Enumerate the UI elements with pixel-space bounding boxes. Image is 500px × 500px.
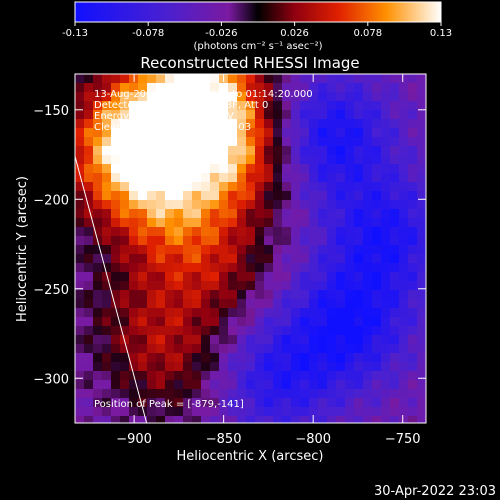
footer-timestamp: 30-Apr-2022 23:03 — [374, 484, 496, 499]
x-axis-label: Heliocentric X (arcsec) — [177, 449, 324, 464]
colorbar: -0.13 -0.078 -0.026 0.026 0.078 0.13 (photons… — [62, 1, 452, 52]
y-tick-label: −250 — [33, 283, 69, 298]
colorbar-tick-label: -0.078 — [132, 28, 164, 39]
colorbar-gradient — [75, 2, 441, 22]
colorbar-tick-label: -0.026 — [205, 28, 237, 39]
annotation-line: Clean Total counts: 9.77e+03 — [94, 122, 251, 133]
annotation-line: 13-Aug-2004 01:13:24.000 to 01:14:20.000 — [94, 89, 313, 100]
colorbar-unit-label: (photons cm⁻² s⁻¹ asec⁻²) — [193, 41, 322, 52]
colorbar-tick-label: 0.078 — [353, 28, 382, 39]
solar-limb-line — [75, 156, 148, 423]
x-tick-label: −800 — [295, 432, 331, 447]
annotation-line: Detectors: 3F 4F 5F 6F 7F 8F, Att 0 — [94, 100, 268, 111]
colorbar-tick-label: 0.026 — [280, 28, 309, 39]
peak-position-label: Position of Peak = [-879,-141] — [94, 399, 244, 410]
x-tick-label: −900 — [116, 432, 152, 447]
x-tick-label: −850 — [206, 432, 242, 447]
heatmap-image — [75, 74, 426, 423]
y-tick-label: −200 — [33, 193, 69, 208]
colorbar-tick-label: -0.13 — [62, 28, 88, 39]
plot-area: −900 −850 −800 −750 −150 −200 −250 −300 13-Aug-… — [33, 73, 427, 447]
y-tick-label: −300 — [33, 372, 69, 387]
plot-frame — [74, 73, 427, 424]
colorbar-tick-label: 0.13 — [430, 28, 452, 39]
chart-title: Reconstructed RHESSI Image — [140, 54, 359, 72]
annotation-line: Energy Range: 3.0 - 6.0 keV — [94, 111, 234, 122]
y-tick-label: −150 — [33, 104, 69, 119]
colorbar-frame — [74, 1, 442, 23]
x-tick-label: −750 — [385, 432, 421, 447]
y-axis-label: Heliocentric Y (arcsec) — [15, 176, 30, 322]
